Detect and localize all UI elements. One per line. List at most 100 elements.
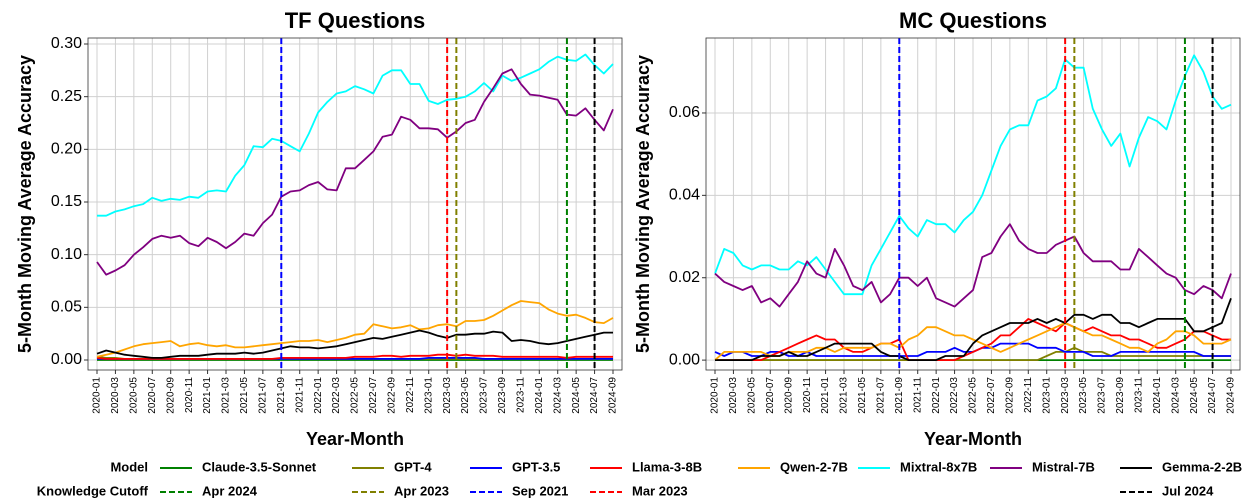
x-tick-label: 2020-01 bbox=[710, 377, 721, 414]
x-tick-label: 2022-03 bbox=[949, 377, 960, 414]
x-tick-label: 2022-09 bbox=[386, 377, 397, 414]
y-tick-label: 0.25 bbox=[51, 88, 82, 105]
series-line bbox=[96, 300, 614, 358]
x-tick-label: 2022-01 bbox=[931, 377, 942, 414]
legend-label: Llama-3-8B bbox=[632, 459, 702, 474]
x-tick-label: 2020-11 bbox=[184, 377, 195, 413]
x-axis-label: Year-Month bbox=[924, 429, 1022, 449]
legend-label: Mixtral-8x7B bbox=[900, 459, 977, 474]
series-line bbox=[715, 297, 1232, 362]
series-line bbox=[96, 353, 613, 360]
x-tick-label: 2023-03 bbox=[442, 377, 453, 414]
series-line bbox=[96, 329, 613, 359]
cutoff-legend-label: Apr 2024 bbox=[202, 483, 258, 498]
x-tick-label: 2021-11 bbox=[912, 377, 923, 413]
cutoff-legend-label: Sep 2021 bbox=[512, 483, 568, 498]
x-tick-label: 2023-01 bbox=[1041, 377, 1052, 414]
legend-label: GPT-4 bbox=[394, 459, 432, 474]
cutoff-legend-label: Mar 2023 bbox=[632, 483, 688, 498]
x-tick-label: 2020-07 bbox=[765, 377, 776, 414]
x-tick-label: 2023-05 bbox=[460, 377, 471, 414]
cutoff-legend-label: Apr 2023 bbox=[394, 483, 449, 498]
x-tick-label: 2021-09 bbox=[276, 377, 287, 414]
plot-frame bbox=[87, 37, 623, 371]
y-tick-label: 0.00 bbox=[51, 351, 82, 368]
legend-label: Gemma-2-2B bbox=[1162, 459, 1242, 474]
x-tick-label: 2024-09 bbox=[608, 377, 619, 414]
x-tick-label: 2023-11 bbox=[515, 377, 526, 413]
legend-title: Model bbox=[110, 459, 148, 474]
y-tick-label: 0.00 bbox=[669, 351, 700, 368]
x-tick-label: 2020-05 bbox=[128, 377, 139, 414]
x-tick-label: 2020-03 bbox=[728, 377, 739, 414]
x-tick-label: 2023-01 bbox=[423, 377, 434, 414]
x-tick-label: 2021-01 bbox=[202, 377, 213, 414]
x-tick-label: 2023-09 bbox=[497, 377, 508, 414]
x-tick-label: 2021-11 bbox=[294, 377, 305, 413]
y-tick-label: 0.04 bbox=[669, 187, 700, 204]
series-line bbox=[715, 346, 1231, 362]
series-line bbox=[714, 322, 1232, 361]
series-line bbox=[97, 53, 614, 217]
x-tick-label: 2022-11 bbox=[1023, 377, 1034, 413]
x-tick-label: 2024-01 bbox=[534, 377, 545, 414]
x-tick-label: 2024-07 bbox=[589, 377, 600, 414]
x-tick-label: 2021-07 bbox=[257, 377, 268, 414]
y-axis-label: 5-Month Moving Average Accuracy bbox=[633, 55, 653, 353]
legend-label: GPT-3.5 bbox=[512, 459, 560, 474]
x-tick-label: 2022-07 bbox=[986, 377, 997, 414]
legend-label: Claude-3.5-Sonnet bbox=[202, 459, 317, 474]
x-tick-label: 2024-03 bbox=[1170, 377, 1181, 414]
x-tick-label: 2020-11 bbox=[802, 377, 813, 413]
x-tick-label: 2023-09 bbox=[1115, 377, 1126, 414]
series-line bbox=[96, 68, 614, 276]
x-tick-label: 2021-03 bbox=[221, 377, 232, 414]
x-tick-label: 2020-09 bbox=[783, 377, 794, 414]
x-tick-label: 2020-09 bbox=[165, 377, 176, 414]
x-tick-label: 2022-05 bbox=[350, 377, 361, 414]
x-tick-label: 2021-05 bbox=[239, 377, 250, 414]
x-tick-label: 2020-07 bbox=[147, 377, 158, 414]
cutoff-legend-title: Knowledge Cutoff bbox=[37, 483, 149, 498]
x-tick-label: 2022-09 bbox=[1004, 377, 1015, 414]
x-tick-label: 2024-09 bbox=[1226, 377, 1237, 414]
x-tick-label: 2023-03 bbox=[1060, 377, 1071, 414]
y-tick-label: 0.30 bbox=[51, 35, 82, 52]
plot-frame bbox=[705, 37, 1241, 371]
x-tick-label: 2023-07 bbox=[479, 377, 490, 414]
x-tick-label: 2023-07 bbox=[1097, 377, 1108, 414]
y-tick-label: 0.06 bbox=[669, 104, 700, 121]
series-line bbox=[714, 54, 1232, 296]
y-axis-label: 5-Month Moving Average Accuracy bbox=[15, 55, 35, 353]
x-tick-label: 2020-03 bbox=[110, 377, 121, 414]
x-tick-label: 2021-05 bbox=[857, 377, 868, 414]
x-tick-label: 2022-05 bbox=[968, 377, 979, 414]
x-tick-label: 2023-05 bbox=[1078, 377, 1089, 414]
x-tick-label: 2021-07 bbox=[875, 377, 886, 414]
legend-label: Qwen-2-7B bbox=[780, 459, 848, 474]
y-tick-label: 0.05 bbox=[51, 299, 82, 316]
y-tick-label: 0.20 bbox=[51, 141, 82, 158]
chart-title: MC Questions bbox=[899, 8, 1047, 33]
x-tick-label: 2024-03 bbox=[552, 377, 563, 414]
y-tick-label: 0.10 bbox=[51, 246, 82, 263]
x-tick-label: 2021-03 bbox=[839, 377, 850, 414]
x-tick-label: 2023-11 bbox=[1133, 377, 1144, 413]
chart-title: TF Questions bbox=[285, 8, 426, 33]
x-tick-label: 2024-05 bbox=[1189, 377, 1200, 414]
series-line bbox=[714, 223, 1232, 308]
x-tick-label: 2022-03 bbox=[331, 377, 342, 414]
x-tick-label: 2021-09 bbox=[894, 377, 905, 414]
x-tick-label: 2022-11 bbox=[405, 377, 416, 413]
legend-label: Mistral-7B bbox=[1032, 459, 1095, 474]
series-line bbox=[715, 317, 1231, 362]
x-tick-label: 2022-01 bbox=[313, 377, 324, 414]
x-tick-label: 2024-07 bbox=[1207, 377, 1218, 414]
y-tick-label: 0.15 bbox=[51, 193, 82, 210]
y-tick-label: 0.02 bbox=[669, 269, 700, 286]
x-tick-label: 2024-01 bbox=[1152, 377, 1163, 414]
x-tick-label: 2020-05 bbox=[746, 377, 757, 414]
x-tick-label: 2021-01 bbox=[820, 377, 831, 414]
x-tick-label: 2024-05 bbox=[571, 377, 582, 414]
